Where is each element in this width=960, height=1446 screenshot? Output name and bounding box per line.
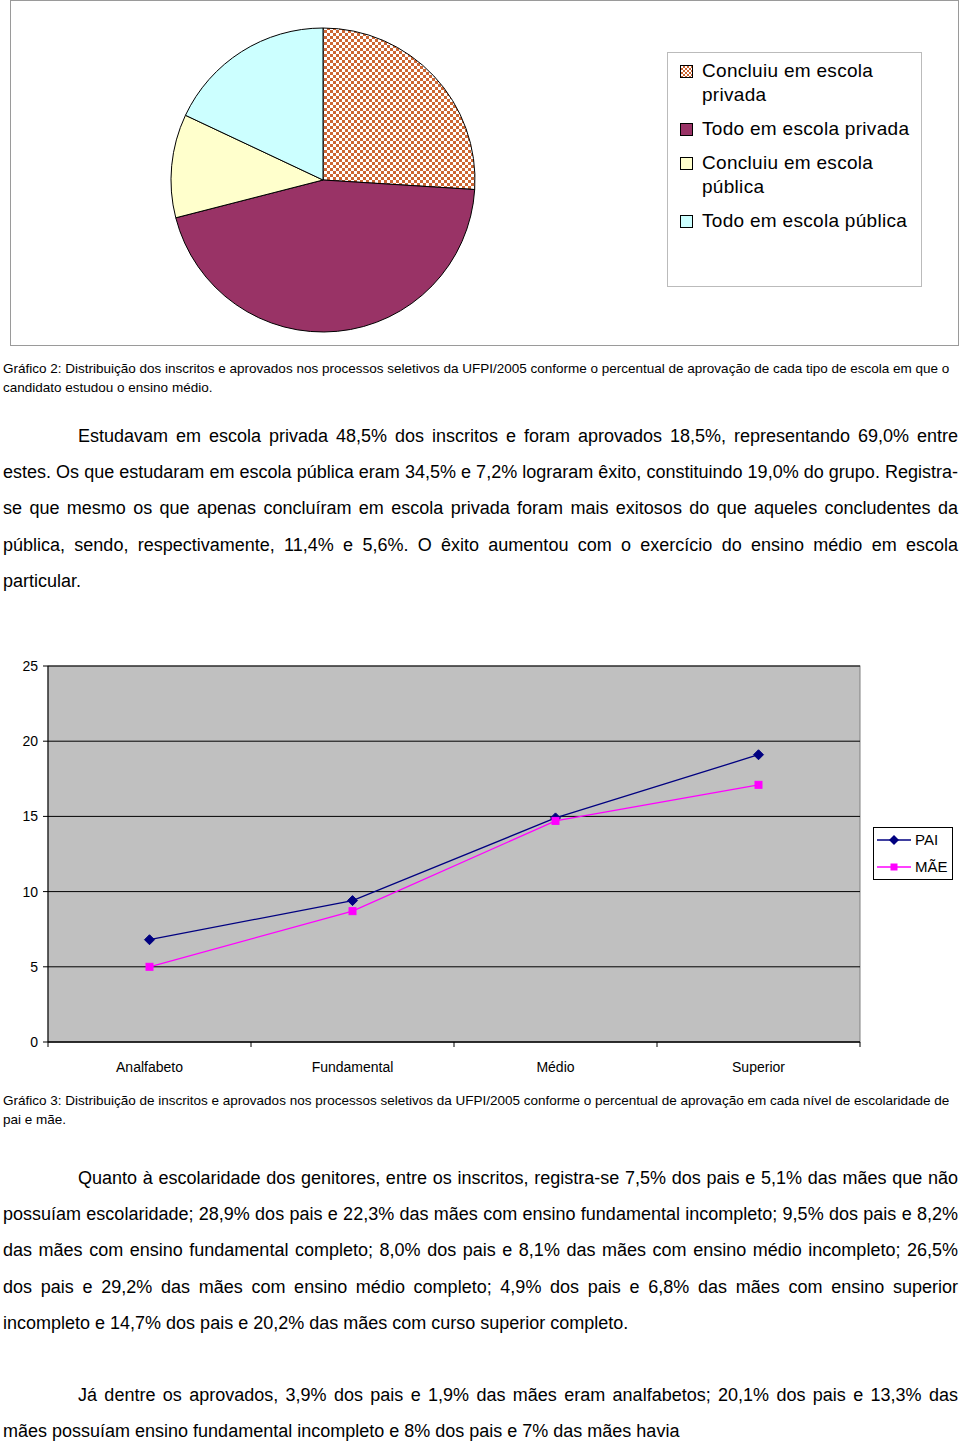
plot-area [48, 666, 860, 1042]
legend-label: Todo em escola pública [702, 210, 907, 231]
grid-line [48, 816, 860, 817]
y-tick-label: 0 [30, 1034, 38, 1050]
legend-marker [891, 864, 898, 871]
x-tick-label: Médio [536, 1059, 574, 1075]
grid-line [48, 891, 860, 892]
y-tick [43, 1042, 48, 1043]
figure-caption: Gráfico 3: Distribuição de inscritos e a… [3, 1091, 960, 1129]
legend-graphics: PAI MÃE [874, 828, 952, 879]
legend-entry: Concluiu em escola privada [702, 59, 917, 107]
chart-frame [11, 1, 959, 346]
legend-label: MÃE [915, 858, 948, 875]
pie-slice [185, 28, 323, 180]
x-tick-label: Superior [732, 1059, 785, 1075]
grid-line [48, 966, 860, 967]
pie-slices [171, 28, 475, 332]
y-tick [43, 816, 48, 817]
x-tick [454, 1042, 455, 1047]
legend-entry: Concluiu em escola pública [702, 151, 917, 199]
legend-label: Concluiu em escola privada [702, 60, 873, 105]
x-tick [48, 1042, 49, 1047]
legend-label: Concluiu em escola pública [702, 152, 873, 197]
paragraph: Já dentre os aprovados, 3,9% dos pais e … [3, 1377, 958, 1446]
y-tick-label: 20 [22, 733, 38, 749]
y-tick [43, 666, 48, 667]
legend-marker [889, 835, 899, 845]
legend-entry: Todo em escola pública [702, 209, 917, 233]
grid-line [48, 741, 860, 742]
pie-slice [323, 28, 475, 190]
legend-swatch [680, 65, 693, 78]
marker [146, 963, 153, 970]
y-tick-label: 10 [22, 884, 38, 900]
series-group [145, 750, 764, 971]
x-tick [251, 1042, 252, 1047]
legend-label: PAI [915, 831, 938, 848]
x-tick [657, 1042, 658, 1047]
legend-swatch [680, 123, 693, 136]
legend-swatch [680, 215, 693, 228]
grid-line [48, 666, 860, 667]
y-tick-label: 15 [22, 808, 38, 824]
marker [145, 935, 155, 945]
y-tick [43, 891, 48, 892]
y-tick [43, 741, 48, 742]
legend: PAI MÃE [873, 827, 953, 880]
marker [755, 781, 762, 788]
y-axis [48, 666, 49, 1042]
paragraph: Estudavam em escola privada 48,5% dos in… [3, 418, 958, 599]
figure-caption: Gráfico 2: Distribuição dos inscritos e … [3, 359, 960, 397]
legend-swatch [680, 157, 693, 170]
y-tick-label: 5 [30, 959, 38, 975]
series-line [150, 755, 759, 940]
marker [552, 817, 559, 824]
marker [754, 750, 764, 760]
series-line [150, 785, 759, 967]
x-tick-label: Fundamental [312, 1059, 394, 1075]
legend-label: Todo em escola privada [702, 118, 909, 139]
marker [349, 908, 356, 915]
marker [348, 896, 358, 906]
legend: Concluiu em escola privada Todo em escola… [667, 52, 922, 287]
paragraph: Quanto à escolaridade dos genitores, ent… [3, 1160, 958, 1341]
x-tick [860, 1042, 861, 1047]
legend-entry: Todo em escola privada [702, 117, 917, 141]
x-tick-label: Analfabeto [116, 1059, 183, 1075]
y-tick [43, 966, 48, 967]
y-tick-label: 25 [22, 658, 38, 674]
